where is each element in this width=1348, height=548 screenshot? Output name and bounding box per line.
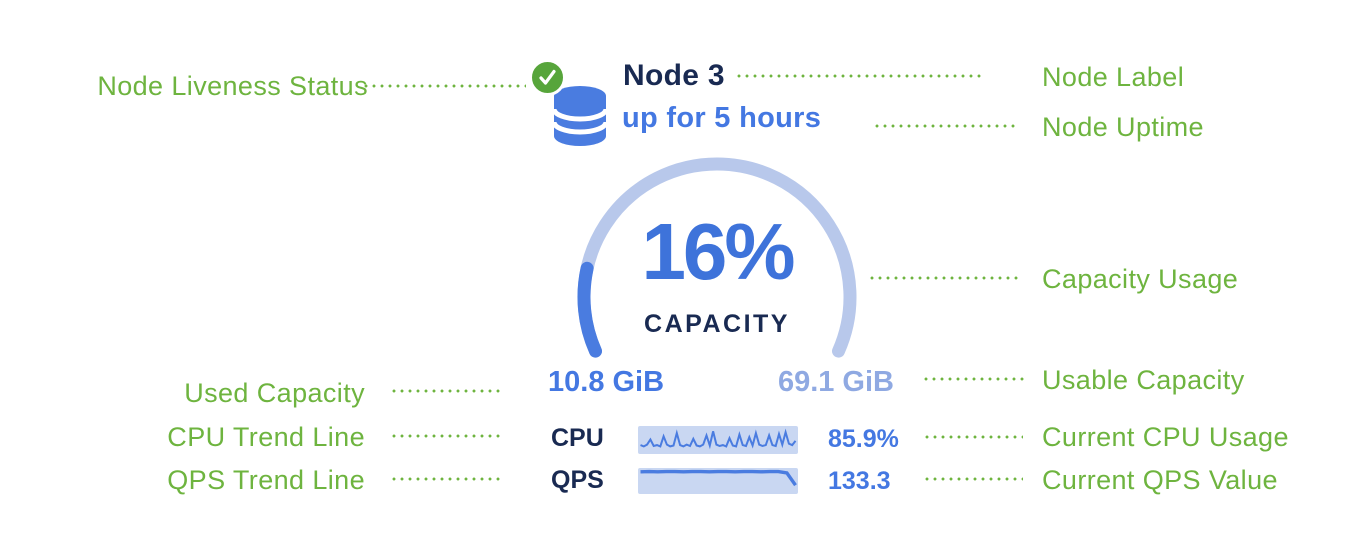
- leader-qps-trend: [390, 477, 500, 481]
- annotation-usable-capacity: Usable Capacity: [1042, 365, 1245, 395]
- database-icon: [552, 86, 608, 146]
- annotation-used-capacity: Used Capacity: [184, 378, 365, 408]
- usable-capacity-value: 69.1 GiB: [777, 366, 894, 398]
- cpu-label: CPU: [551, 424, 604, 452]
- annotation-node-label: Node Label: [1042, 62, 1185, 92]
- annotation-node-liveness-status: Node Liveness Status: [97, 71, 368, 101]
- capacity-percent: 16%: [641, 207, 795, 296]
- qps-label: QPS: [551, 466, 604, 494]
- leader-node-liveness: [362, 84, 526, 88]
- leader-current-cpu: [923, 435, 1023, 439]
- capacity-gauge: 16% CAPACITY: [577, 152, 857, 364]
- qps-value: 133.3: [828, 467, 891, 495]
- capacity-caption: CAPACITY: [644, 310, 790, 338]
- annotation-current-cpu-usage: Current CPU Usage: [1042, 422, 1289, 452]
- node-title: Node 3: [623, 59, 725, 92]
- capacity-values-row: 10.8 GiB 69.1 GiB: [548, 366, 894, 399]
- leader-current-qps: [923, 477, 1023, 481]
- leader-node-label: [735, 74, 985, 78]
- node-uptime: up for 5 hours: [622, 102, 822, 134]
- leader-cpu-trend: [390, 434, 500, 438]
- cpu-sparkline: [638, 426, 798, 454]
- qps-sparkline: [638, 468, 798, 494]
- annotation-capacity-usage: Capacity Usage: [1042, 264, 1239, 294]
- gauge-used-arc: [577, 261, 602, 358]
- used-capacity-value: 10.8 GiB: [548, 366, 665, 398]
- leader-node-uptime: [873, 124, 1018, 128]
- cpu-value: 85.9%: [828, 425, 899, 453]
- annotation-node-uptime: Node Uptime: [1042, 112, 1204, 142]
- leader-used-capacity: [390, 389, 500, 393]
- annotation-qps-trend-line: QPS Trend Line: [167, 465, 365, 495]
- leader-capacity-usage: [868, 276, 1022, 280]
- leader-usable-capacity: [922, 377, 1026, 381]
- checkmark-glyph: [539, 69, 556, 85]
- liveness-check-icon: [529, 59, 566, 96]
- annotation-cpu-trend-line: CPU Trend Line: [167, 422, 365, 452]
- capacity-gauge-arc: [577, 157, 857, 358]
- annotation-current-qps-value: Current QPS Value: [1042, 465, 1278, 495]
